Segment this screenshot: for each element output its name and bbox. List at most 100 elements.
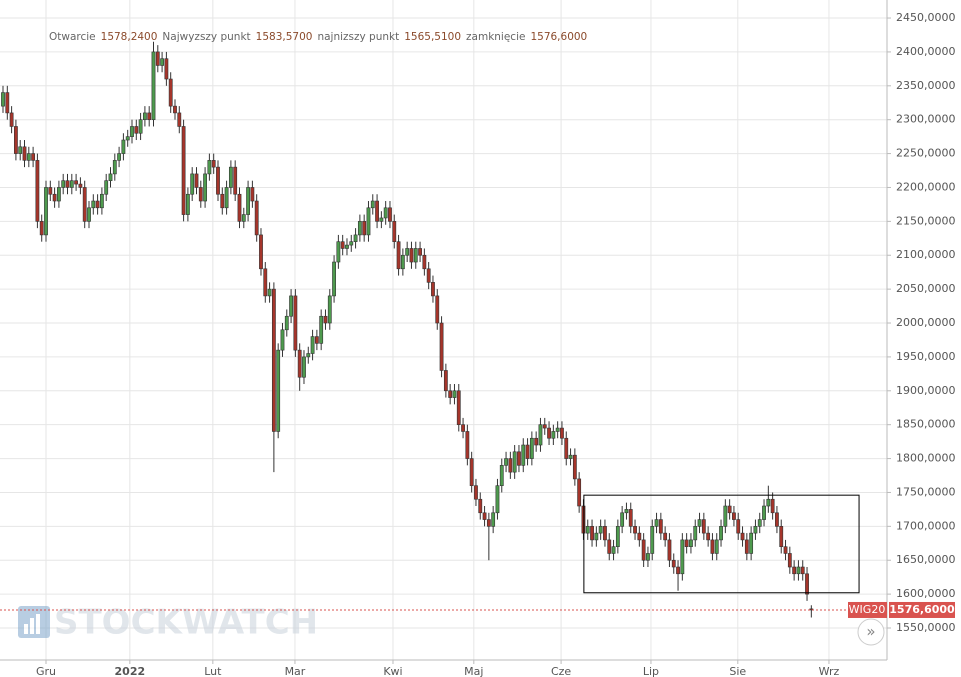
candle-body	[31, 153, 36, 161]
candle-body	[585, 526, 590, 534]
x-tick-label: Gru	[36, 665, 56, 677]
candle-body	[766, 498, 771, 507]
candle-body	[5, 92, 10, 114]
candle-body	[723, 505, 728, 527]
candle-body	[465, 431, 470, 459]
candle-body	[22, 146, 27, 161]
candle-body	[207, 160, 212, 175]
y-tick-label: 2200,0000	[896, 180, 956, 193]
candle-body	[362, 221, 367, 236]
candle-body	[654, 519, 659, 527]
y-tick-label: 1950,0000	[896, 350, 956, 363]
candle-body	[620, 512, 625, 527]
candle-body	[259, 234, 263, 270]
candle-body	[633, 526, 637, 534]
candle-body	[538, 424, 543, 446]
candle-body	[525, 444, 530, 459]
candle-body	[787, 553, 792, 568]
x-tick-label: Maj	[464, 665, 483, 677]
y-tick-label: 2100,0000	[896, 248, 956, 261]
candle-body	[280, 329, 285, 351]
candle-body	[439, 322, 444, 371]
candle-body	[198, 187, 203, 202]
candle-body	[646, 553, 650, 561]
candle-body	[474, 485, 478, 500]
candle-body	[564, 437, 569, 459]
candle-body	[125, 136, 130, 141]
watermark: STOCKWATCH	[18, 603, 318, 643]
candle-body	[181, 126, 186, 215]
candle-body	[534, 437, 539, 446]
candle-body	[663, 532, 668, 541]
candle-body	[461, 424, 465, 432]
candle-body	[405, 248, 410, 256]
candle-body	[211, 160, 216, 168]
x-tick-label: Wrz	[819, 665, 840, 677]
x-tick-label: Lut	[204, 665, 222, 677]
candle-body	[57, 187, 61, 202]
candle-body	[486, 519, 491, 527]
y-tick-label: 1650,0000	[896, 553, 956, 566]
last-price-name-box	[848, 601, 887, 618]
candle-body	[667, 539, 672, 561]
candle-body	[177, 112, 182, 127]
candle-body	[340, 241, 345, 249]
candle-body	[680, 539, 685, 575]
candle-body	[727, 505, 732, 514]
candle-body	[353, 234, 358, 242]
candle-body	[228, 166, 233, 188]
candle-body	[44, 187, 48, 236]
y-tick-label: 1600,0000	[896, 587, 956, 600]
header-value: 1565,5100	[404, 31, 461, 43]
candle-body	[641, 539, 646, 561]
scroll-button[interactable]	[857, 618, 885, 646]
candle-body	[9, 112, 14, 127]
scroll-button-icon[interactable]: »	[866, 623, 875, 641]
candle-body	[383, 207, 388, 219]
candle-body	[370, 200, 375, 209]
candle-body	[456, 390, 461, 425]
candle-body	[783, 546, 788, 554]
candle-body	[448, 390, 453, 398]
last-price-label: 1576,6000	[889, 603, 955, 616]
y-tick-label: 2000,0000	[896, 316, 956, 329]
candle-body	[276, 349, 281, 432]
candle-body	[529, 437, 534, 459]
candle-body	[306, 353, 311, 358]
candle-body	[452, 390, 457, 398]
candle-body	[388, 207, 392, 222]
candle-body	[375, 200, 379, 222]
candle-body	[319, 315, 324, 344]
header-value: 1583,5700	[256, 31, 313, 43]
candle-body	[78, 183, 83, 188]
candle-body	[117, 153, 121, 161]
candle-body	[61, 180, 66, 188]
candle-body	[82, 187, 87, 222]
candle-body	[551, 431, 556, 439]
candle-body	[151, 51, 156, 120]
candle-body	[706, 532, 711, 541]
candle-body	[701, 519, 706, 534]
candle-body	[796, 566, 801, 575]
candle-body	[512, 451, 517, 473]
candle-body	[805, 573, 809, 595]
candle-body	[744, 539, 749, 554]
candle-body	[164, 58, 169, 80]
candle-body	[194, 173, 199, 188]
y-tick-label: 2450,0000	[896, 11, 956, 24]
candle-body	[246, 187, 250, 215]
candle-body	[87, 207, 91, 222]
watermark-icon-bar	[30, 618, 34, 634]
candle-body	[147, 112, 152, 120]
candle-body	[95, 200, 100, 209]
y-tick-label: 2250,0000	[896, 147, 956, 160]
candle-body	[69, 180, 74, 188]
candle-body	[762, 505, 766, 520]
last-price-name: WIG20	[849, 603, 886, 616]
candle-body	[237, 193, 242, 222]
candle-body	[770, 498, 775, 514]
candle-body	[293, 295, 298, 351]
candle-body	[52, 193, 57, 202]
candle-body	[590, 526, 594, 541]
candle-body	[499, 465, 504, 486]
